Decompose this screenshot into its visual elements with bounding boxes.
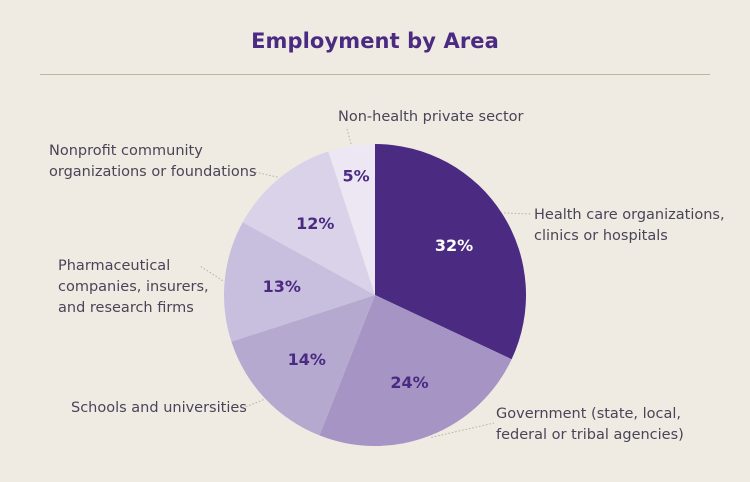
pie-slice-nonprofit-community-organizations-or-foundations bbox=[242, 151, 375, 295]
leader-line-pharmaceutical-companies-insurers-and-research-firms bbox=[199, 265, 223, 282]
chart-title: Employment by Area bbox=[251, 29, 499, 53]
slice-label-line: federal or tribal agencies) bbox=[496, 427, 684, 443]
slice-label-line: Nonprofit community bbox=[49, 143, 203, 159]
slice-label-line: Non-health private sector bbox=[338, 109, 524, 125]
slice-label-government-state-local-federal-or-tribal-agencies: Government (state, local, federal or trib… bbox=[496, 406, 684, 443]
slice-label-line: organizations or foundations bbox=[49, 164, 257, 180]
slice-value-schools-and-universities: 14% bbox=[288, 350, 326, 369]
slice-label-schools-and-universities: Schools and universities bbox=[71, 400, 247, 416]
slice-value-pharmaceutical-companies-insurers-and-research-firms: 13% bbox=[263, 277, 301, 296]
pie-slice-schools-and-universities bbox=[231, 295, 375, 436]
title-divider bbox=[40, 74, 710, 75]
leader-line-schools-and-universities bbox=[242, 399, 264, 409]
pie-slice-non-health-private-sector bbox=[328, 144, 375, 295]
slice-value-health-care-organizations-clinics-or-hospitals: 32% bbox=[435, 236, 473, 255]
slice-label-line: Pharmaceutical bbox=[58, 258, 170, 274]
leader-line-nonprofit-community-organizations-or-foundations bbox=[249, 170, 278, 178]
pie-slice-pharmaceutical-companies-insurers-and-research-firms bbox=[224, 222, 375, 342]
slice-label-line: clinics or hospitals bbox=[534, 228, 668, 244]
leader-line-government-state-local-federal-or-tribal-agencies bbox=[431, 422, 495, 438]
slice-label-non-health-private-sector: Non-health private sector bbox=[338, 109, 524, 125]
slice-label-line: Health care organizations, bbox=[534, 207, 725, 223]
slice-label-line: and research firms bbox=[58, 300, 194, 316]
leader-line-non-health-private-sector bbox=[346, 128, 352, 145]
leader-line-health-care-organizations-clinics-or-hospitals bbox=[504, 212, 533, 215]
slice-label-nonprofit-community-organizations-or-foundations: Nonprofit community organizations or foun… bbox=[49, 143, 257, 180]
slice-label-health-care-organizations-clinics-or-hospitals: Health care organizations, clinics or hos… bbox=[534, 207, 725, 244]
slice-label-line: companies, insurers, bbox=[58, 279, 209, 295]
pie-slice-health-care-organizations-clinics-or-hospitals bbox=[375, 144, 526, 360]
pie-slice-government-state-local-federal-or-tribal-agencies bbox=[319, 295, 512, 447]
slice-value-government-state-local-federal-or-tribal-agencies: 24% bbox=[390, 373, 428, 392]
slice-value-nonprofit-community-organizations-or-foundations: 12% bbox=[296, 214, 334, 233]
slice-value-non-health-private-sector: 5% bbox=[343, 167, 370, 186]
slice-label-line: Government (state, local, bbox=[496, 406, 681, 422]
slice-label-line: Schools and universities bbox=[71, 400, 247, 416]
slice-label-pharmaceutical-companies-insurers-and-research-firms: Pharmaceutical companies, insurers, and re… bbox=[58, 258, 209, 316]
